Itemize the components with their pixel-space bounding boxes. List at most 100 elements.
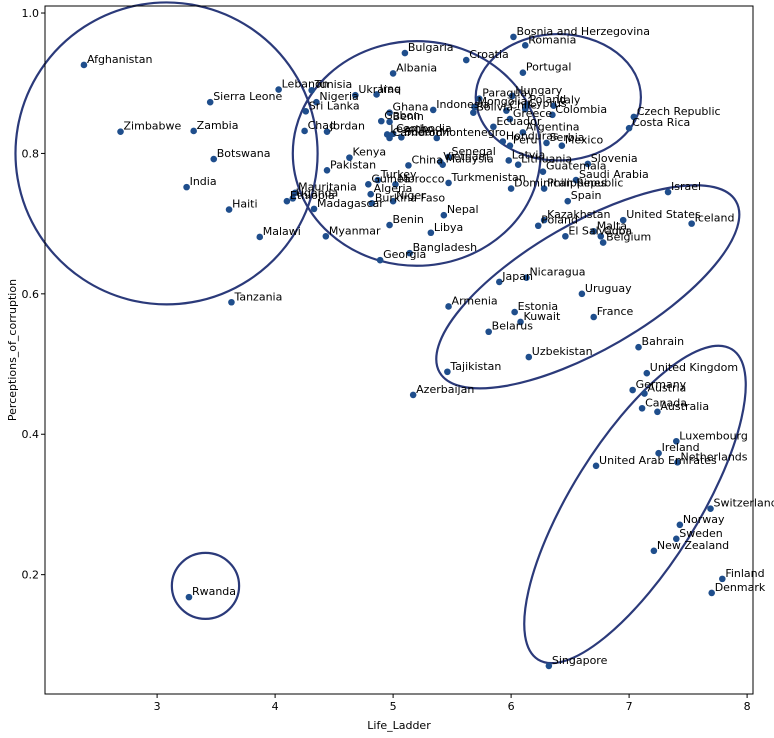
data-point-label: Indonesia <box>436 98 489 111</box>
data-point <box>475 95 483 102</box>
data-point-label: Luxembourg <box>679 429 748 442</box>
data-point <box>365 181 372 188</box>
data-point <box>427 229 435 237</box>
data-point-label: Norway <box>683 513 725 526</box>
data-point-label: Azerbaijan <box>416 383 474 396</box>
data-point-label: Burkina Faso <box>375 191 445 204</box>
data-point-label: Argentina <box>526 120 580 133</box>
data-point <box>719 575 726 583</box>
data-point-label: Sri Lanka <box>309 99 360 112</box>
data-point-label: Guatemala <box>546 160 607 173</box>
data-point <box>386 109 393 117</box>
data-point-label: Niger <box>396 189 426 202</box>
data-point-label: Botswana <box>217 147 271 160</box>
data-point <box>210 155 218 163</box>
data-point <box>406 249 413 257</box>
data-point <box>638 404 646 412</box>
data-point <box>507 185 515 192</box>
data-point-label: Belgium <box>606 231 651 244</box>
data-point-label: Iraq <box>380 82 402 95</box>
cluster-ellipse <box>523 344 747 665</box>
data-point-label: Spain <box>571 189 602 202</box>
data-point <box>225 206 233 213</box>
data-point-label: Iceland <box>695 212 735 225</box>
data-point-label: Lesotho <box>390 122 433 135</box>
y-axis-ticks: 0.2 0.4 0.6 0.8 1.0 <box>22 7 45 582</box>
data-point <box>543 139 550 147</box>
data-point-label: Ethiopia <box>290 189 335 202</box>
data-point <box>470 109 477 117</box>
data-point-label: Latvia <box>512 148 546 161</box>
data-point <box>367 190 374 198</box>
data-point <box>117 128 124 135</box>
data-point <box>707 505 714 512</box>
data-point-label: Sudan <box>404 125 439 138</box>
data-point-label: Bosnia and Herzegovina <box>516 25 650 38</box>
data-point <box>386 118 393 126</box>
data-point-label: Romania <box>528 33 576 46</box>
data-point <box>549 111 556 119</box>
data-point <box>625 124 633 132</box>
data-point <box>506 142 514 150</box>
data-point-label: Finland <box>725 567 764 580</box>
data-point-label: Sweden <box>679 527 722 540</box>
data-point <box>322 232 330 240</box>
data-point-label: Honduras <box>506 129 559 142</box>
data-point <box>540 185 548 192</box>
data-point <box>521 42 529 49</box>
data-point <box>398 133 405 141</box>
data-point-label: Haiti <box>232 198 257 211</box>
x-tick-label: 7 <box>626 700 633 713</box>
data-point-label: Cyprus <box>528 97 567 110</box>
data-point <box>429 106 437 114</box>
data-point-label: Estonia <box>518 300 559 313</box>
data-point-label: Poland <box>529 93 566 106</box>
data-point-label: Kuwait <box>524 310 561 323</box>
data-point <box>676 521 684 529</box>
data-point <box>654 408 661 416</box>
data-point-label: Belarus <box>492 320 534 333</box>
data-point-label: Cambodia <box>396 122 452 135</box>
data-point-label: Nigeria <box>319 90 358 103</box>
data-point-label: Chad <box>308 119 336 132</box>
y-tick-label: 0.2 <box>22 569 40 582</box>
data-point <box>378 117 385 125</box>
data-point-label: Pakistan <box>330 158 376 171</box>
data-point-label: New Zealand <box>657 539 729 552</box>
data-point <box>346 154 353 161</box>
data-point <box>401 49 409 57</box>
data-point-label: Peru <box>513 134 538 147</box>
data-point <box>405 162 412 169</box>
cluster-ellipse <box>474 32 642 162</box>
data-point <box>673 535 680 543</box>
data-point <box>440 211 448 219</box>
data-point-label: Turkmenistan <box>451 171 526 184</box>
data-point-label: Chile <box>509 99 537 112</box>
data-point <box>409 391 417 399</box>
data-point <box>521 105 529 113</box>
data-point <box>433 134 441 142</box>
data-point-label: Portugal <box>526 61 572 74</box>
data-point-label: Cameroon <box>393 126 450 139</box>
data-point-label: Hungary <box>515 84 562 97</box>
data-point-label: Ukraine <box>358 83 401 96</box>
y-axis-label: Perceptions_of_corruption <box>6 279 19 421</box>
data-point <box>630 113 638 121</box>
data-point <box>386 221 393 229</box>
data-point-label: Kazakhstan <box>547 208 610 221</box>
data-point <box>185 593 193 601</box>
data-point <box>190 127 197 135</box>
cluster-ellipse <box>435 184 741 390</box>
data-point <box>496 278 503 286</box>
data-point-label: Algeria <box>374 182 413 195</box>
data-point-label: Netherlands <box>680 450 747 463</box>
x-axis-label: Life_Ladder <box>367 719 431 732</box>
data-point-label: Armenia <box>452 294 498 307</box>
data-point <box>506 115 514 123</box>
data-point-label: Uruguay <box>585 282 632 295</box>
data-point-label: Switzerland <box>714 497 774 510</box>
data-point-label: El Salvador <box>568 224 630 237</box>
data-point-label: Ghana <box>393 101 429 114</box>
data-point <box>545 662 553 670</box>
data-point-label: Serbia <box>550 131 585 144</box>
